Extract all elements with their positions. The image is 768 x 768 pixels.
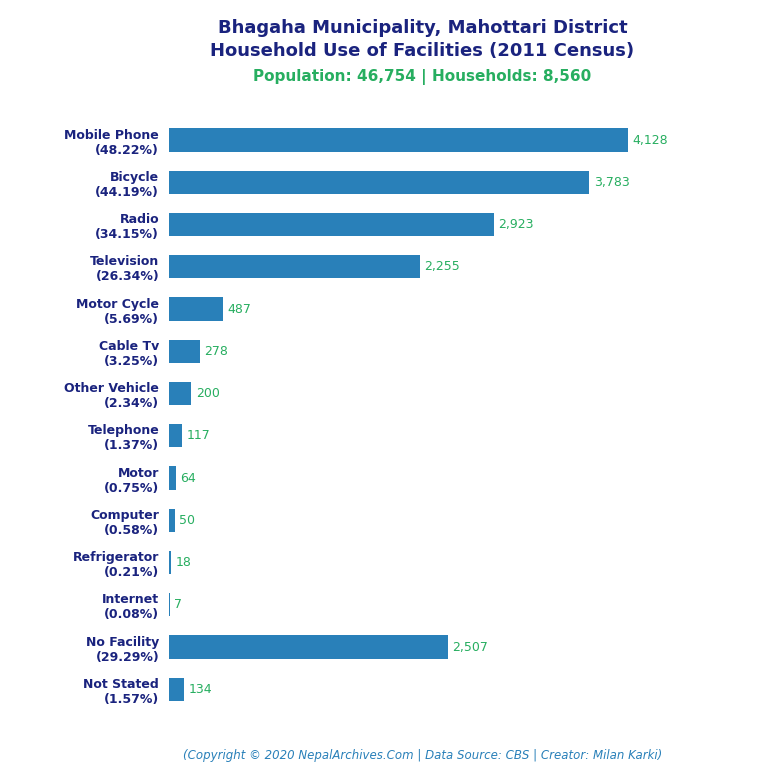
Text: 134: 134	[188, 683, 212, 696]
Bar	[169, 213, 494, 237]
Bar	[169, 297, 223, 321]
Text: 2,923: 2,923	[498, 218, 534, 231]
Bar	[169, 128, 627, 152]
Bar	[169, 170, 589, 194]
Text: 2,255: 2,255	[424, 260, 460, 273]
Bar	[169, 593, 170, 617]
Text: Population: 46,754 | Households: 8,560: Population: 46,754 | Households: 8,560	[253, 69, 591, 85]
Text: 200: 200	[196, 387, 220, 400]
Text: 50: 50	[179, 514, 195, 527]
Bar	[169, 635, 448, 659]
Bar	[169, 677, 184, 701]
Text: 64: 64	[180, 472, 197, 485]
Bar	[169, 339, 200, 363]
Bar	[169, 424, 182, 448]
Bar	[169, 551, 171, 574]
Text: 4,128: 4,128	[632, 134, 667, 147]
Bar	[169, 508, 174, 532]
Bar	[169, 255, 419, 279]
Text: Bhagaha Municipality, Mahottari District: Bhagaha Municipality, Mahottari District	[217, 19, 627, 37]
Text: 18: 18	[175, 556, 191, 569]
Text: (Copyright © 2020 NepalArchives.Com | Data Source: CBS | Creator: Milan Karki): (Copyright © 2020 NepalArchives.Com | Da…	[183, 749, 662, 762]
Bar	[169, 466, 176, 490]
Text: 278: 278	[204, 345, 228, 358]
Text: 2,507: 2,507	[452, 641, 488, 654]
Text: 7: 7	[174, 598, 182, 611]
Text: 487: 487	[227, 303, 251, 316]
Text: 3,783: 3,783	[594, 176, 630, 189]
Text: Household Use of Facilities (2011 Census): Household Use of Facilities (2011 Census…	[210, 42, 634, 60]
Text: 117: 117	[187, 429, 210, 442]
Bar	[169, 382, 191, 406]
